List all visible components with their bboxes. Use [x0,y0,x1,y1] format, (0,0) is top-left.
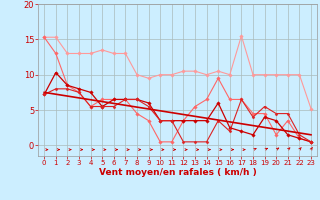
X-axis label: Vent moyen/en rafales ( km/h ): Vent moyen/en rafales ( km/h ) [99,168,256,177]
